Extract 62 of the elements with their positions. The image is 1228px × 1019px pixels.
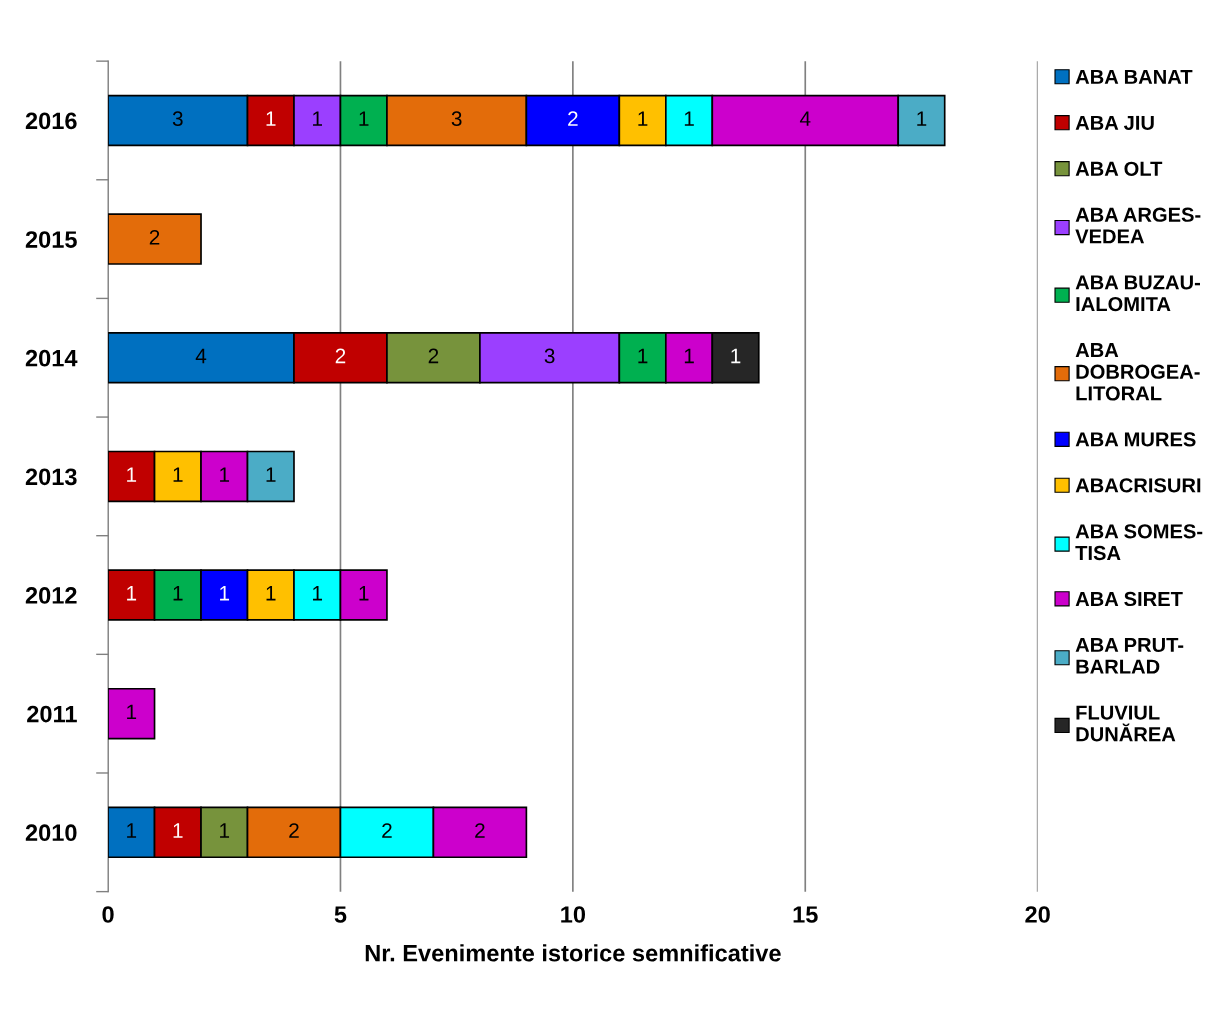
- data-label: 1: [127, 467, 137, 482]
- bar: [108, 687, 156, 740]
- legend-label: ABA SOMES-TISA: [1075, 524, 1203, 561]
- data-label: 1: [173, 467, 183, 482]
- data-label: 1: [127, 586, 137, 601]
- data-label: 2: [289, 823, 299, 838]
- x-tick-label: 0: [102, 906, 114, 923]
- legend-label: ABA ARGES-VEDEA: [1075, 207, 1201, 244]
- data-label: 1: [684, 348, 694, 364]
- data-label: 3: [172, 111, 183, 127]
- data-label: 4: [799, 111, 811, 126]
- y-tick-label: 2013: [25, 468, 77, 486]
- data-label: 1: [638, 111, 648, 126]
- bar: [108, 213, 202, 265]
- legend-label: ABA BUZAU-IALOMITA: [1075, 275, 1200, 312]
- data-label: 1: [359, 111, 369, 126]
- data-label: 1: [127, 823, 137, 838]
- legend-label: ABA PRUT-BARLAD: [1075, 638, 1184, 674]
- data-label: 1: [266, 111, 276, 126]
- data-label: 1: [313, 111, 322, 126]
- data-label: 1: [638, 348, 648, 364]
- data-label: 3: [451, 111, 462, 127]
- data-label: 1: [731, 348, 741, 364]
- x-tick-label: 10: [561, 906, 586, 923]
- data-label: 4: [195, 348, 207, 364]
- legend-label: FLUVIUL DUNĂREA: [1076, 705, 1176, 742]
- legend-label: ABA SIRET: [1075, 591, 1183, 607]
- x-axis-title: Nr. Evenimente istorice semnificative: [365, 944, 781, 962]
- data-label: 2: [428, 348, 439, 364]
- data-label: 1: [220, 467, 230, 482]
- data-label: 1: [220, 586, 230, 601]
- data-label: 2: [475, 823, 485, 838]
- data-label: 1: [173, 586, 183, 601]
- data-label: 1: [266, 586, 276, 601]
- data-label: 2: [568, 111, 578, 126]
- y-tick-label: 2011: [27, 705, 77, 723]
- data-label: 1: [173, 823, 183, 838]
- data-label: 2: [382, 823, 392, 838]
- y-tick-label: 2014: [25, 349, 78, 367]
- data-label: 1: [127, 704, 137, 720]
- data-label: 1: [313, 586, 322, 601]
- legend-label: ABA MURES: [1075, 432, 1196, 447]
- data-label: 1: [220, 823, 230, 838]
- data-label: 1: [359, 586, 369, 601]
- y-tick-label: 2010: [25, 824, 77, 842]
- legend-label: ABA BANAT: [1075, 69, 1193, 84]
- legend-label: ABA JIU: [1075, 115, 1154, 130]
- data-label: 3: [544, 348, 555, 364]
- y-tick-label: 2012: [25, 587, 77, 604]
- y-tick-label: 2015: [25, 231, 77, 248]
- y-tick-label: 2016: [25, 112, 77, 130]
- legend-label: ABA DOBROGEA-LITORAL: [1075, 343, 1200, 401]
- data-label: 2: [335, 348, 346, 364]
- x-tick-label: 20: [1025, 906, 1050, 923]
- data-label: 1: [266, 467, 276, 482]
- data-label: 1: [684, 111, 694, 126]
- data-label: 1: [917, 111, 927, 126]
- x-tick-label: 5: [334, 906, 347, 923]
- legend-label: ABA OLT: [1075, 161, 1163, 176]
- x-tick-label: 15: [793, 906, 818, 923]
- data-label: 2: [149, 229, 160, 245]
- legend-label: ABACRISURI: [1075, 478, 1201, 493]
